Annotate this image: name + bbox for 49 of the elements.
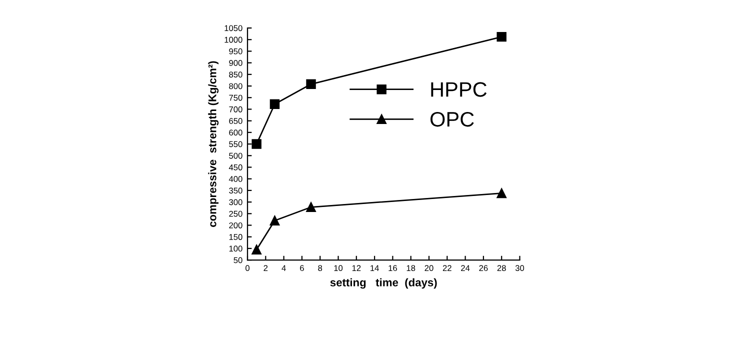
legend-label: HPPC — [431, 82, 487, 97]
point — [306, 202, 316, 212]
point — [306, 79, 316, 90]
point — [496, 32, 506, 42]
y-tick-label: 800 — [229, 83, 242, 90]
x-tick-label: 8 — [318, 265, 322, 272]
y-tick-label: 300 — [229, 199, 242, 206]
y-tick-label: 100 — [229, 246, 242, 252]
x-tick-label: 4 — [282, 265, 286, 271]
y-tick-label: 950 — [229, 48, 242, 54]
y-tick-label: 250 — [229, 210, 242, 217]
y-tick-label: 400 — [228, 176, 242, 182]
x-tick-label: 12 — [352, 265, 361, 271]
y-tick-label: 700 — [229, 106, 242, 112]
point — [270, 216, 280, 226]
x-tick-label: 10 — [334, 265, 343, 272]
x-tick-label: 20 — [424, 265, 434, 272]
x-tick-label: 0 — [246, 265, 250, 272]
point — [496, 188, 506, 198]
y-tick-label: 650 — [229, 118, 242, 124]
x-axis-title: setting time (days) — [330, 278, 437, 289]
y-tick-label: 350 — [229, 188, 242, 194]
y-tick-label: 200 — [229, 222, 242, 228]
x-tick-label: 14 — [370, 265, 379, 271]
y-tick-label: 150 — [229, 234, 242, 240]
x-tick-label: 28 — [497, 265, 506, 272]
x-tick-label: 2 — [264, 265, 268, 271]
x-tick-label: 6 — [300, 265, 304, 272]
x-tick-label: 26 — [479, 265, 488, 272]
y-tick-label: 850 — [229, 72, 242, 78]
x-tick-label: 30 — [515, 265, 524, 272]
x-tick-label: 18 — [406, 265, 416, 272]
y-tick-label: 500 — [229, 152, 242, 159]
y-tick-label: 1050 — [224, 25, 242, 32]
y-tick-label: 550 — [229, 141, 242, 148]
y-tick-label: 600 — [229, 130, 242, 136]
x-tick-label: 24 — [461, 265, 470, 271]
y-tick-label: 50 — [234, 257, 242, 264]
y-tick-label: 750 — [229, 94, 242, 101]
legend-label: OPC — [430, 112, 474, 127]
point — [252, 139, 262, 149]
x-tick-label: 16 — [388, 265, 397, 272]
y-tick-label: 900 — [229, 60, 242, 66]
y-tick-label: 1000 — [224, 36, 242, 43]
x-tick-label: 22 — [442, 265, 452, 271]
y-axis-title: compressive strength (Kg/cm²) — [208, 61, 219, 227]
y-tick-label: 450 — [228, 164, 242, 170]
point — [252, 244, 262, 254]
point — [270, 99, 280, 109]
